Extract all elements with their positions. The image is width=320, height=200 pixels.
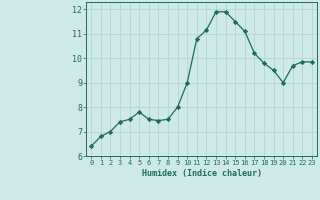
- X-axis label: Humidex (Indice chaleur): Humidex (Indice chaleur): [142, 169, 262, 178]
